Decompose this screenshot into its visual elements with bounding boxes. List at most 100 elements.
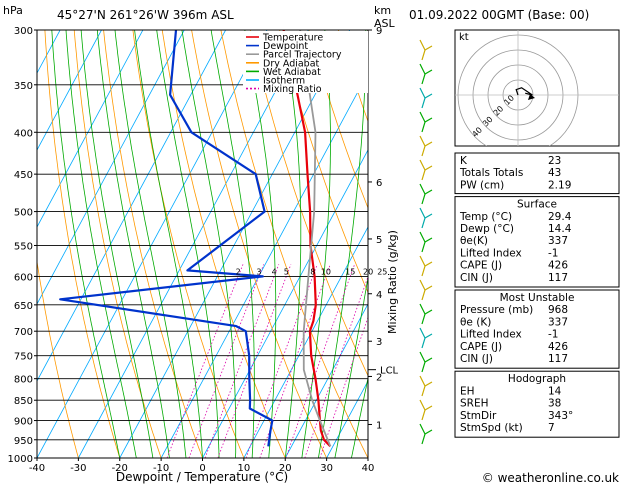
- parcel-trajectory-line: [299, 30, 332, 447]
- index-value: 23: [548, 155, 561, 167]
- wind-barbs: [419, 39, 433, 445]
- index-label: StmSpd (kt): [460, 422, 523, 434]
- index-label: Totals Totals: [459, 167, 523, 179]
- wind-barb-flag: [424, 285, 433, 291]
- index-value: 14: [548, 385, 562, 397]
- wind-barb-flag: [424, 141, 433, 147]
- x-tick-label: -20: [112, 463, 128, 474]
- km-tick-label: 1: [376, 420, 382, 431]
- y-tick-label: 400: [14, 128, 33, 139]
- wet-adiabat-line: [156, 30, 220, 458]
- isotherm-line: [243, 226, 368, 458]
- index-value: 426: [548, 260, 568, 272]
- temperature-line: [282, 30, 332, 448]
- x-tick-label: 0: [199, 463, 205, 474]
- wind-barb: [419, 303, 426, 325]
- mixing-ratio-label: 4: [272, 267, 277, 276]
- skewt-series: [59, 30, 332, 448]
- lcl-label: LCL: [380, 366, 399, 377]
- mixing-ratio-line: [204, 264, 280, 458]
- index-label: θe (K): [460, 316, 491, 328]
- legend-label: Mixing Ratio: [263, 84, 322, 95]
- index-value: 117: [548, 353, 568, 365]
- legend-label: Isotherm: [263, 76, 305, 87]
- km-tick-label: 6: [376, 178, 382, 189]
- wet-adiabat-line: [351, 376, 368, 458]
- mixing-ratio-label: 2: [236, 267, 241, 276]
- km-tick-label: 4: [376, 290, 382, 301]
- most-unstable-title: Most Unstable: [500, 292, 575, 304]
- mixing-ratio-label: 20: [363, 267, 373, 276]
- wind-barb: [419, 87, 426, 109]
- y-tick-label: 700: [14, 327, 33, 338]
- wet-adiabat-line: [134, 30, 203, 458]
- y-tick-label: 450: [14, 170, 33, 181]
- indices-box: [454, 152, 620, 195]
- mixing-ratio-axis-label: Mixing Ratio (g/kg): [386, 230, 399, 334]
- wind-barb-flag: [424, 93, 433, 99]
- y-tick-label: 850: [14, 396, 33, 407]
- x-tick-label: 20: [279, 463, 292, 474]
- wind-barb-flag: [424, 333, 433, 339]
- km-axis: 9 6 5 4 3 2 1 LCL: [368, 26, 399, 431]
- wind-barb-flag: [424, 69, 433, 75]
- index-value: 968: [548, 304, 568, 316]
- wind-barb-flag: [424, 381, 433, 387]
- wind-barb: [419, 231, 426, 253]
- wind-barb: [419, 135, 426, 157]
- index-label: Temp (°C): [459, 211, 512, 223]
- isotherm-line: [326, 380, 368, 458]
- y-tick-label: 800: [14, 375, 33, 386]
- hodograph-unit-label: kt: [459, 32, 469, 43]
- index-value: 337: [548, 235, 568, 247]
- isotherm-line: [37, 30, 268, 458]
- storm-motion-arrow: [528, 94, 535, 100]
- y-tick-label: 600: [14, 272, 33, 283]
- legend-bg: [243, 31, 368, 93]
- wind-barb: [419, 375, 426, 397]
- wind-barb: [419, 279, 426, 301]
- wind-barb: [419, 63, 426, 85]
- y-tick-label: 900: [14, 417, 33, 428]
- y-tick-label: 1000: [8, 454, 33, 465]
- legend-label: Dewpoint: [263, 41, 308, 52]
- x-axis-label: Dewpoint / Temperature (°C): [116, 470, 288, 484]
- km-tick-label: 9: [376, 26, 382, 37]
- isotherm-line: [160, 72, 368, 458]
- legend-label: Dry Adiabat: [263, 58, 320, 69]
- skewt-background: [37, 30, 368, 458]
- index-tables: K 23 Totals Totals 43 PW (cm) 2.19 Surface Temp…: [454, 152, 620, 438]
- mixing-ratio-label: 5: [284, 267, 289, 276]
- wind-barb: [419, 207, 426, 229]
- hodograph-box: [454, 370, 620, 438]
- isotherm-line: [284, 303, 368, 458]
- km-unit-label: km: [374, 4, 391, 17]
- wind-barb: [419, 159, 426, 181]
- wind-barb: [419, 327, 426, 349]
- index-label: EH: [460, 385, 475, 397]
- index-value: 117: [548, 272, 568, 284]
- wind-barb-flag: [424, 405, 433, 411]
- y-tick-label: 300: [14, 26, 33, 37]
- legend-label: Temperature: [262, 33, 323, 44]
- wind-barb: [419, 255, 426, 277]
- index-label: Pressure (mb): [460, 304, 533, 316]
- index-value: -1: [548, 329, 558, 341]
- x-tick-label: 40: [362, 463, 375, 474]
- legend-label: Wet Adiabat: [263, 67, 321, 78]
- hodograph-title: Hodograph: [508, 373, 566, 385]
- index-value: 426: [548, 341, 568, 353]
- wind-barb-flag: [424, 237, 433, 243]
- y-tick-label: 350: [14, 81, 33, 92]
- wind-barb-flag: [424, 45, 433, 51]
- km-tick-label: 2: [376, 372, 382, 383]
- wind-barb: [419, 183, 426, 205]
- wind-barb-flag: [424, 213, 433, 219]
- wet-adiabat-line: [114, 30, 187, 458]
- datetime-title: 01.09.2022 00GMT (Base: 00): [409, 8, 589, 22]
- x-tick-label: 30: [320, 463, 333, 474]
- index-label: PW (cm): [460, 179, 504, 191]
- location-title: 45°27'N 261°26'W 396m ASL: [57, 8, 234, 22]
- wind-barb-flag: [424, 261, 433, 267]
